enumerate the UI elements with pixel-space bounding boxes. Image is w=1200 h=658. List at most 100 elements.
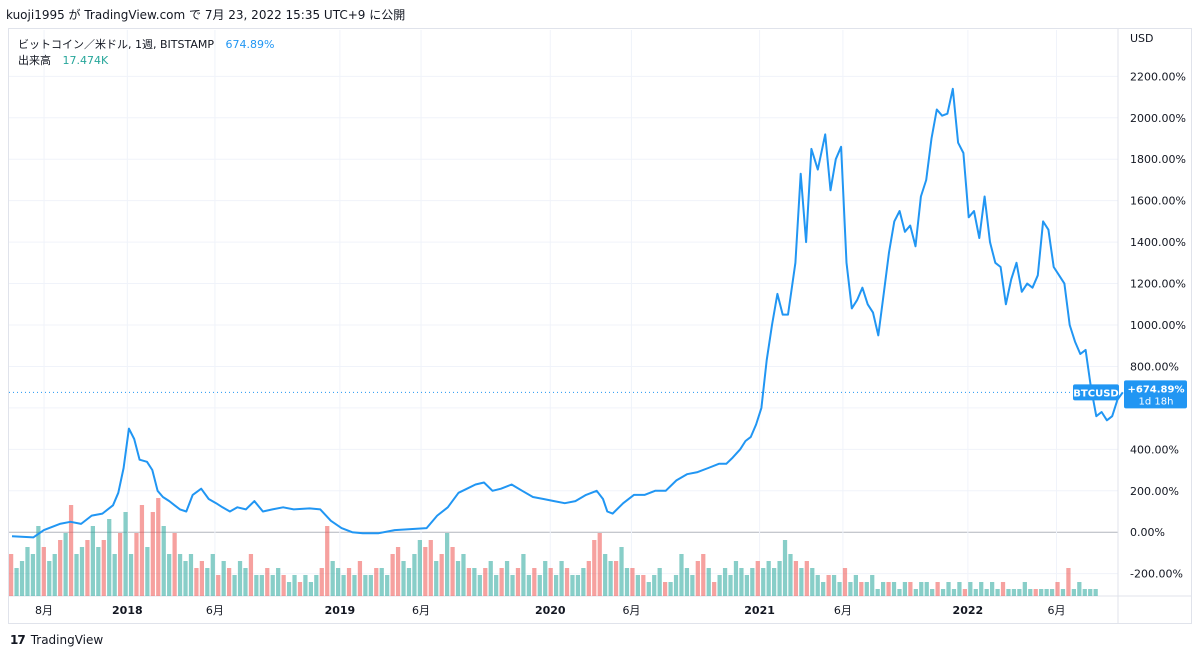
volume-bar: [581, 568, 586, 596]
volume-bar: [1093, 589, 1098, 596]
volume-bar: [962, 589, 967, 596]
volume-bar: [957, 582, 962, 596]
volume-bar: [526, 575, 531, 596]
volume-bar: [194, 568, 199, 596]
volume-bar: [368, 575, 373, 596]
volume-bar: [265, 568, 270, 596]
x-tick-label: 6月: [206, 604, 224, 617]
volume-bar: [821, 582, 826, 596]
publish-info: kuoji1995 が TradingView.com で 7月 23, 202…: [6, 8, 406, 22]
volume-bar: [641, 575, 646, 596]
series-legend: ビットコイン／米ドル, 1週, BITSTAMP 674.89%: [18, 36, 274, 52]
volume-bar: [248, 554, 254, 596]
volume-bar: [406, 568, 412, 596]
price-line: [11, 87, 1124, 539]
volume-bar: [210, 554, 215, 596]
volume-bar: [881, 582, 886, 596]
volume-bar: [935, 582, 940, 596]
volume-bar: [188, 554, 194, 596]
chart-frame: [8, 28, 1192, 624]
x-tick-label: 6月: [412, 604, 430, 617]
volume-bar: [668, 582, 673, 596]
volume-bars: [9, 498, 1098, 596]
volume-bar: [96, 547, 101, 596]
volume-bar: [897, 589, 902, 596]
volume-bar: [990, 582, 995, 596]
volume-bar: [663, 582, 668, 596]
volume-bar: [346, 568, 352, 596]
volume-bar: [395, 547, 401, 596]
volume-bar: [810, 568, 815, 596]
series-value: 674.89%: [225, 38, 275, 51]
x-tick-label: 2022: [953, 604, 984, 617]
volume-bar: [543, 561, 548, 596]
volume-bar: [276, 568, 281, 596]
volume-bar: [613, 561, 619, 596]
volume-bar: [68, 505, 74, 596]
volume-bar: [684, 568, 690, 596]
volume-bar: [58, 540, 63, 596]
volume-bar: [14, 568, 19, 596]
volume-bar: [766, 561, 771, 596]
volume-legend: 出来高 17.474K: [18, 52, 108, 68]
volume-bar: [1039, 589, 1044, 596]
volume-bar: [177, 554, 183, 596]
volume-bar: [799, 568, 804, 596]
volume-bar: [237, 561, 243, 596]
volume-bar: [1088, 589, 1093, 596]
volume-bar: [940, 589, 946, 596]
volume-bar: [1022, 582, 1027, 596]
volume-bar: [25, 547, 30, 596]
volume-bar: [134, 533, 139, 596]
volume-bar: [199, 561, 204, 596]
volume-bar: [357, 561, 363, 596]
volume-bar: [19, 561, 25, 596]
volume-bar: [973, 589, 978, 596]
volume-bar: [597, 533, 602, 596]
volume-bar: [183, 561, 188, 596]
volume-bar: [548, 568, 553, 596]
volume-bar: [755, 561, 760, 596]
volume-bar: [461, 554, 466, 596]
volume-bar: [1006, 589, 1011, 596]
volume-bar: [1066, 568, 1071, 596]
volume-bar: [875, 589, 880, 596]
volume-bar: [494, 575, 499, 596]
x-tick-label: 6月: [834, 604, 852, 617]
volume-bar: [870, 575, 875, 596]
volume-bar: [477, 575, 482, 596]
volume-bar: [592, 540, 597, 596]
volume-label: 出来高: [18, 54, 51, 67]
volume-bar: [712, 582, 717, 596]
volume-bar: [445, 533, 450, 596]
volume-bar: [504, 561, 510, 596]
volume-bar: [831, 575, 837, 596]
volume-bar: [1077, 582, 1082, 596]
y-tick-label: 1400.00%: [1130, 236, 1186, 249]
volume-bar: [167, 554, 172, 596]
footer-brand[interactable]: 17 TradingView: [10, 633, 103, 647]
volume-bar: [853, 575, 858, 596]
volume-bar: [968, 582, 973, 596]
volume-bar: [554, 575, 559, 596]
tradingview-logo-icon: 17: [10, 633, 26, 647]
volume-bar: [450, 547, 455, 596]
y-axis-unit: USD: [1130, 32, 1154, 45]
volume-bar: [608, 561, 613, 596]
volume-bar: [156, 498, 161, 596]
volume-bar: [101, 540, 106, 596]
volume-bar: [657, 568, 662, 596]
volume-bar: [466, 568, 472, 596]
volume-bar: [1017, 589, 1022, 596]
volume-bar: [74, 554, 79, 596]
y-tick-label: 1800.00%: [1130, 153, 1186, 166]
volume-bar: [423, 547, 428, 596]
volume-bar: [243, 568, 248, 596]
symbol-tag-bg: [1073, 384, 1119, 401]
x-tick-label: 6月: [622, 604, 640, 617]
x-axis: 8月 2018 6月 2019 6月 2020 6月 2021 6月 2022 6月: [35, 604, 1065, 617]
x-tick-label: 2019: [325, 604, 356, 617]
volume-bar: [782, 540, 788, 596]
y-tick-label: 1600.00%: [1130, 195, 1186, 208]
